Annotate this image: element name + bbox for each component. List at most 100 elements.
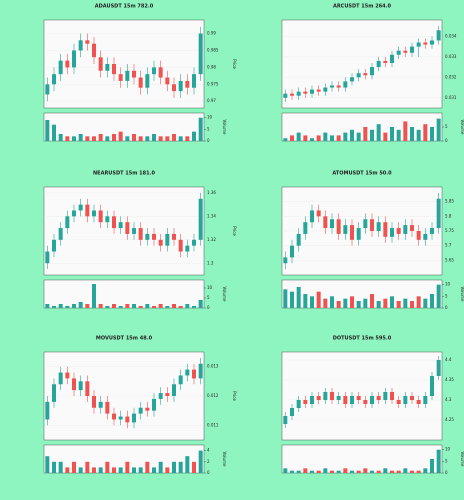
volume-bar: [430, 127, 434, 141]
volume-bar: [118, 467, 123, 473]
y-tick-label: 5.85: [445, 199, 454, 204]
volume-tick-label: 5: [445, 293, 448, 298]
candle-body: [390, 228, 394, 237]
volume-bar: [45, 120, 50, 141]
volume-bar: [105, 306, 110, 308]
volume-bar: [45, 456, 50, 473]
candle-body: [350, 77, 354, 82]
volume-bar: [105, 136, 110, 141]
volume-bar: [316, 291, 321, 308]
volume-bar: [85, 136, 90, 141]
candle-body: [403, 396, 408, 404]
candle-body: [423, 42, 428, 45]
volume-bar: [383, 132, 388, 141]
y-tick-label: 0.975: [207, 81, 219, 86]
candle-body: [290, 408, 294, 416]
volume-bar: [125, 461, 130, 473]
volume-bar: [192, 306, 196, 308]
volume-bar: [92, 467, 96, 473]
volume-bar: [145, 136, 150, 141]
chart-title: ADAUSDT 15m 782.0: [95, 4, 154, 10]
candle-body: [178, 239, 183, 252]
y-tick-label: 5.7: [445, 243, 452, 248]
volume-bar: [98, 134, 103, 141]
volume-bar: [65, 467, 70, 473]
candle-body: [98, 57, 103, 71]
volume-bar: [303, 135, 308, 141]
volume-bar: [370, 294, 374, 308]
volume-axis-label: Volume: [460, 452, 464, 467]
candle-body: [436, 360, 441, 376]
volume-axis-label: Volume: [222, 287, 227, 302]
candle-body: [92, 210, 96, 217]
candle-body: [436, 30, 441, 41]
candle-body: [72, 378, 76, 391]
y-tick-label: 0.985: [207, 47, 219, 52]
volume-bar: [118, 131, 123, 141]
volume-bar: [45, 304, 50, 308]
candle-body: [125, 222, 130, 234]
candle-body: [125, 416, 130, 423]
candle-body: [92, 396, 96, 408]
candle-body: [383, 222, 388, 237]
volume-bar: [376, 124, 381, 141]
candle-body: [356, 228, 361, 240]
candle-body: [112, 413, 116, 420]
candle-body: [198, 33, 203, 75]
candle-body: [290, 245, 294, 258]
volume-tick-label: 0: [207, 470, 210, 475]
volume-bar: [172, 134, 176, 141]
volume-axis-label: Volume: [222, 120, 227, 135]
volume-bar: [125, 136, 130, 141]
volume-bar: [72, 136, 76, 141]
volume-bar: [158, 136, 163, 141]
volume-bar: [78, 467, 83, 473]
candle-body: [172, 233, 176, 240]
volume-bar: [310, 138, 314, 141]
candle-body: [52, 384, 56, 402]
volume-bar: [376, 301, 381, 308]
volume-bar: [290, 291, 294, 308]
candle-body: [72, 210, 76, 217]
volume-bar: [185, 136, 190, 141]
candle-body: [376, 396, 381, 400]
candle-body: [52, 74, 56, 85]
volume-bar: [423, 468, 428, 473]
candle-body: [376, 222, 381, 231]
volume-bar: [98, 467, 103, 473]
volume-bar: [363, 468, 368, 473]
candle-body: [416, 42, 421, 47]
candle-body: [410, 46, 414, 53]
volume-bar: [283, 138, 288, 141]
volume-bar: [92, 136, 96, 141]
candle-body: [376, 60, 381, 68]
volume-plot-area: [43, 444, 205, 474]
y-tick-label: 0.031: [445, 95, 457, 100]
candle-body: [343, 396, 348, 404]
candle-body: [423, 396, 428, 404]
candle-body: [290, 93, 294, 96]
volume-bar: [172, 304, 176, 308]
volume-bar: [410, 301, 414, 308]
chart-panel: ATOMUSDT 15m 50.05.655.75.755.85.850510P…: [281, 171, 464, 310]
price-plot-area: [281, 351, 443, 441]
volume-bar: [330, 296, 334, 308]
candle-body: [396, 400, 401, 404]
volume-bar: [58, 304, 63, 308]
candle-body: [323, 216, 328, 229]
candle-body: [132, 70, 136, 78]
volume-bar: [350, 296, 354, 308]
y-tick-label: 0.99: [207, 31, 216, 36]
volume-bar: [92, 284, 96, 308]
candle-body: [370, 396, 374, 404]
y-axis-label: Price: [232, 226, 237, 236]
volume-bar: [396, 301, 401, 308]
candle-body: [423, 233, 428, 240]
volume-bar: [316, 135, 321, 141]
volume-bar: [65, 136, 70, 141]
volume-bar: [112, 467, 116, 473]
volume-bar: [336, 470, 341, 473]
candle-body: [152, 67, 156, 75]
volume-bar: [85, 304, 90, 308]
